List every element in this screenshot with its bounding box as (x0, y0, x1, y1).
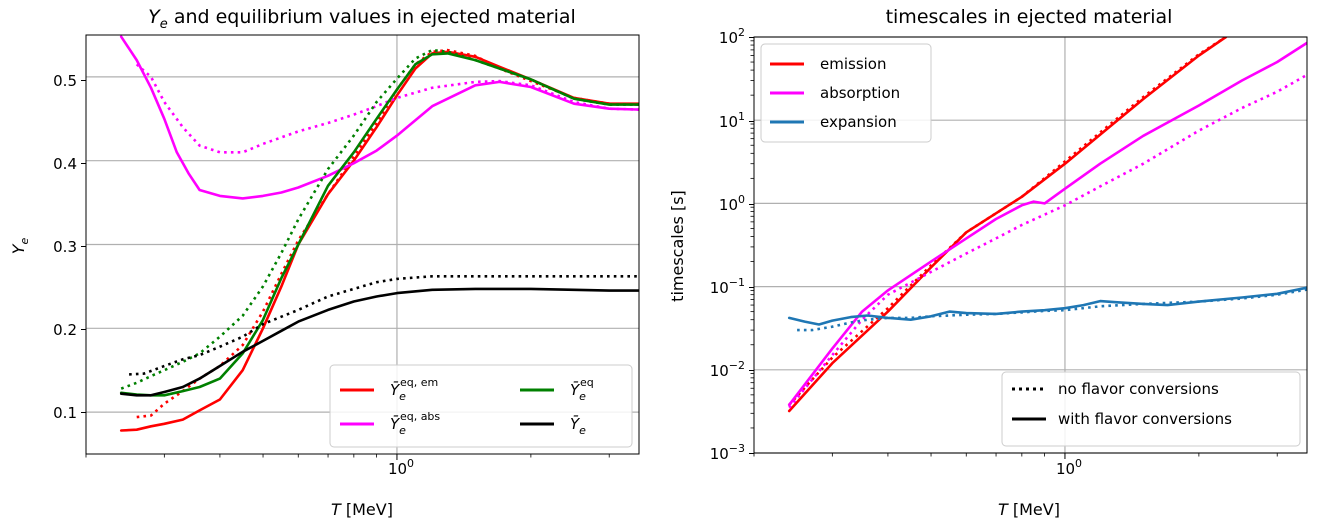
right-series-lines (787, 37, 1307, 413)
left-ytick-label: 0.3 (53, 238, 77, 256)
right-chart-title: timescales in ejected material (886, 6, 1173, 28)
legend-entry: no flavor conversions (1012, 380, 1219, 398)
legend-entry: expansion (770, 113, 897, 131)
legend-entry: Ȳeeq (520, 376, 594, 403)
left-legend: Ȳeeq, em Ȳeeq, abs Ȳeeq Ȳe (329, 364, 633, 448)
right-y-axis-label: timescales [s] (668, 190, 687, 302)
right-legend: emission absorption expansion (760, 43, 932, 143)
legend-entry: absorption (770, 84, 900, 102)
style-legend: no flavor conversions with flavor conver… (1001, 371, 1301, 447)
dotted-series-line (129, 274, 639, 376)
left-chart-title: Ye and equilibrium values in ejected mat… (148, 6, 576, 32)
left-plot-frame (85, 34, 640, 455)
right-ytick-label: 10−1 (710, 276, 745, 297)
legend-label: emission (820, 55, 887, 73)
dotted-series-line (797, 288, 1307, 332)
legend-label: absorption (820, 84, 900, 102)
solid-series-line (119, 50, 639, 432)
left-series-lines (119, 35, 639, 432)
right-ytick-label: 101 (719, 110, 745, 131)
left-ytick-label: 0.5 (53, 72, 77, 90)
left-ytick-label: 0.4 (53, 155, 77, 173)
legend-label: expansion (820, 113, 897, 131)
right-x-axis-label: T [MeV] (998, 500, 1060, 519)
dotted-series-line (136, 48, 639, 419)
legend-entry: emission (770, 55, 887, 73)
right-panel: timescales in ejected material 10−3 10−2… (668, 6, 1308, 519)
legend-label: Ȳeeq (570, 376, 594, 403)
solid-series-line (119, 35, 639, 200)
right-ytick-label: 102 (719, 26, 745, 47)
dotted-series-line (788, 73, 1307, 409)
legend-label: Ȳeeq, em (390, 376, 438, 403)
solid-series-line (787, 41, 1307, 407)
left-ytick-label: 0.1 (53, 404, 77, 422)
solid-series-line (119, 52, 639, 397)
left-y-axis-label: Ye (9, 238, 31, 255)
right-x-ticks (750, 40, 1278, 459)
left-x-axis-label: T [MeV] (331, 500, 393, 519)
left-x-ticks (85, 454, 610, 460)
legend-label: Ȳeeq, abs (390, 410, 440, 437)
solid-series-line (119, 287, 639, 397)
style-legend-box (1001, 371, 1301, 447)
right-legend-box (760, 43, 932, 143)
legend-label: Ȳe (570, 415, 586, 437)
right-ytick-label: 10−2 (710, 359, 745, 380)
legend-entry: Ȳe (520, 415, 586, 437)
legend-entry: with flavor conversions (1012, 410, 1232, 428)
left-legend-box (329, 364, 633, 448)
legend-label: with flavor conversions (1058, 410, 1232, 428)
right-ytick-label: 10−3 (710, 442, 745, 463)
left-xtick-label: 100 (388, 457, 414, 478)
dotted-series-line (135, 63, 639, 154)
left-ytick-label: 0.2 (53, 321, 77, 339)
legend-label: no flavor conversions (1058, 380, 1219, 398)
right-y-ticks: 10−3 10−2 10−1 100 101 102 (710, 26, 754, 463)
legend-entry: Ȳeeq, abs (340, 410, 440, 437)
right-xtick-label: 100 (1056, 457, 1082, 478)
dotted-series-line (788, 37, 1227, 406)
legend-entry: Ȳeeq, em (340, 376, 438, 403)
right-plot-frame (753, 36, 1308, 454)
dotted-series-line (120, 48, 639, 390)
left-panel: Ye and equilibrium values in ejected mat… (9, 6, 640, 519)
left-y-ticks: 0.1 0.2 0.3 0.4 0.5 (53, 72, 86, 422)
right-ytick-label: 100 (719, 193, 745, 214)
